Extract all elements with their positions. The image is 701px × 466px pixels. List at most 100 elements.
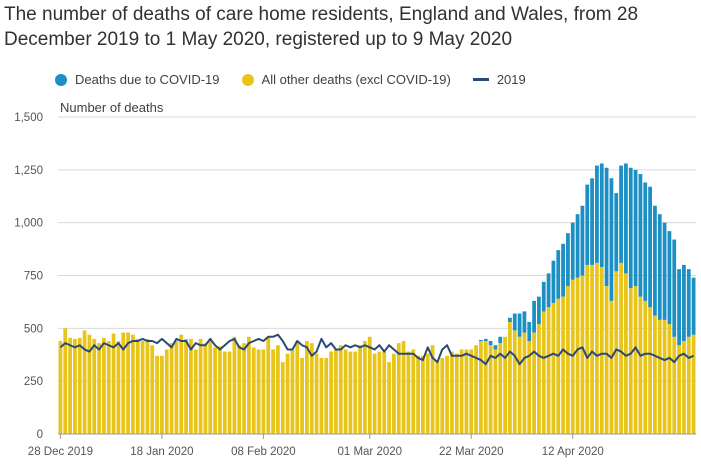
bar-other-deaths[interactable] bbox=[459, 349, 464, 434]
bar-other-deaths[interactable] bbox=[256, 349, 261, 434]
bar-other-deaths[interactable] bbox=[285, 353, 290, 434]
bar-other-deaths[interactable] bbox=[551, 302, 556, 434]
bar-other-deaths[interactable] bbox=[189, 338, 193, 434]
bar-covid-deaths[interactable] bbox=[546, 273, 551, 308]
bar-covid-deaths[interactable] bbox=[686, 269, 691, 337]
bar-other-deaths[interactable] bbox=[638, 296, 643, 434]
bar-covid-deaths[interactable] bbox=[517, 313, 522, 337]
bar-covid-deaths[interactable] bbox=[599, 163, 604, 268]
bar-other-deaths[interactable] bbox=[135, 338, 140, 434]
bar-covid-deaths[interactable] bbox=[662, 222, 667, 320]
bar-other-deaths[interactable] bbox=[604, 286, 609, 434]
bar-other-deaths[interactable] bbox=[87, 334, 92, 434]
bar-other-deaths[interactable] bbox=[295, 341, 300, 434]
bar-other-deaths[interactable] bbox=[155, 355, 159, 434]
bar-other-deaths[interactable] bbox=[198, 338, 203, 434]
bar-covid-deaths[interactable] bbox=[483, 338, 488, 342]
bar-covid-deaths[interactable] bbox=[556, 250, 561, 299]
bar-covid-deaths[interactable] bbox=[575, 214, 580, 278]
bar-other-deaths[interactable] bbox=[532, 332, 536, 434]
bar-other-deaths[interactable] bbox=[193, 349, 198, 434]
legend-item-covid[interactable]: Deaths due to COVID-19 bbox=[55, 72, 220, 87]
bar-other-deaths[interactable] bbox=[416, 355, 420, 434]
bar-other-deaths[interactable] bbox=[435, 360, 440, 434]
bar-other-deaths[interactable] bbox=[208, 341, 213, 434]
bar-other-deaths[interactable] bbox=[160, 355, 164, 434]
bar-covid-deaths[interactable] bbox=[604, 167, 609, 287]
bar-other-deaths[interactable] bbox=[411, 349, 416, 434]
bar-other-deaths[interactable] bbox=[150, 345, 155, 434]
bar-other-deaths[interactable] bbox=[358, 345, 362, 434]
bar-covid-deaths[interactable] bbox=[643, 182, 648, 301]
bar-other-deaths[interactable] bbox=[570, 279, 575, 434]
bar-covid-deaths[interactable] bbox=[677, 269, 681, 346]
bar-covid-deaths[interactable] bbox=[672, 239, 677, 337]
bar-covid-deaths[interactable] bbox=[585, 184, 590, 265]
bar-covid-deaths[interactable] bbox=[609, 178, 614, 301]
bar-other-deaths[interactable] bbox=[77, 337, 82, 434]
bar-other-deaths[interactable] bbox=[82, 330, 87, 434]
bar-other-deaths[interactable] bbox=[672, 336, 677, 434]
bar-other-deaths[interactable] bbox=[479, 341, 483, 434]
bar-other-deaths[interactable] bbox=[106, 341, 111, 434]
bar-other-deaths[interactable] bbox=[614, 271, 619, 434]
bar-other-deaths[interactable] bbox=[517, 336, 522, 434]
bar-other-deaths[interactable] bbox=[421, 355, 425, 434]
bar-other-deaths[interactable] bbox=[68, 337, 72, 434]
bar-other-deaths[interactable] bbox=[280, 362, 285, 434]
bar-other-deaths[interactable] bbox=[406, 351, 411, 434]
bar-other-deaths[interactable] bbox=[174, 341, 179, 434]
bar-other-deaths[interactable] bbox=[334, 349, 338, 434]
bar-other-deaths[interactable] bbox=[290, 349, 295, 434]
bar-other-deaths[interactable] bbox=[599, 267, 604, 434]
bar-other-deaths[interactable] bbox=[63, 328, 68, 434]
bar-covid-deaths[interactable] bbox=[648, 186, 652, 308]
bar-other-deaths[interactable] bbox=[464, 349, 469, 434]
bar-other-deaths[interactable] bbox=[213, 347, 217, 434]
bar-other-deaths[interactable] bbox=[691, 334, 696, 434]
bar-other-deaths[interactable] bbox=[454, 353, 459, 434]
bar-other-deaths[interactable] bbox=[488, 345, 493, 434]
bar-covid-deaths[interactable] bbox=[570, 222, 575, 280]
bar-other-deaths[interactable] bbox=[392, 353, 396, 434]
bar-other-deaths[interactable] bbox=[483, 341, 488, 434]
bar-covid-deaths[interactable] bbox=[493, 345, 498, 350]
bar-other-deaths[interactable] bbox=[425, 353, 430, 434]
bar-other-deaths[interactable] bbox=[450, 351, 454, 434]
bar-other-deaths[interactable] bbox=[575, 277, 580, 434]
bar-other-deaths[interactable] bbox=[73, 338, 77, 434]
bar-covid-deaths[interactable] bbox=[522, 311, 527, 333]
bar-covid-deaths[interactable] bbox=[667, 231, 672, 325]
bar-other-deaths[interactable] bbox=[498, 343, 503, 434]
bar-other-deaths[interactable] bbox=[102, 337, 106, 434]
bar-other-deaths[interactable] bbox=[237, 345, 242, 434]
bar-other-deaths[interactable] bbox=[116, 341, 121, 434]
bar-other-deaths[interactable] bbox=[493, 349, 498, 434]
bar-other-deaths[interactable] bbox=[474, 345, 478, 434]
bar-other-deaths[interactable] bbox=[580, 275, 585, 435]
bar-covid-deaths[interactable] bbox=[479, 339, 483, 342]
bar-other-deaths[interactable] bbox=[382, 351, 387, 434]
bar-other-deaths[interactable] bbox=[218, 346, 222, 434]
bar-covid-deaths[interactable] bbox=[619, 165, 623, 263]
bar-other-deaths[interactable] bbox=[324, 357, 329, 434]
series-line-2019[interactable] bbox=[59, 333, 694, 366]
bar-other-deaths[interactable] bbox=[609, 300, 614, 434]
bar-covid-deaths[interactable] bbox=[590, 178, 594, 265]
bar-other-deaths[interactable] bbox=[503, 336, 507, 434]
bar-other-deaths[interactable] bbox=[445, 355, 449, 434]
bar-other-deaths[interactable] bbox=[686, 336, 691, 434]
bar-other-deaths[interactable] bbox=[372, 353, 377, 434]
bar-other-deaths[interactable] bbox=[251, 347, 256, 434]
bar-other-deaths[interactable] bbox=[145, 338, 150, 434]
bar-other-deaths[interactable] bbox=[203, 343, 208, 434]
bar-covid-deaths[interactable] bbox=[691, 277, 696, 335]
bar-covid-deaths[interactable] bbox=[580, 205, 585, 276]
bar-other-deaths[interactable] bbox=[179, 334, 184, 434]
bar-other-deaths[interactable] bbox=[319, 357, 324, 434]
bar-covid-deaths[interactable] bbox=[537, 296, 541, 325]
bar-covid-deaths[interactable] bbox=[628, 167, 633, 289]
bar-other-deaths[interactable] bbox=[512, 330, 517, 434]
bar-other-deaths[interactable] bbox=[367, 336, 372, 434]
bar-covid-deaths[interactable] bbox=[488, 341, 493, 346]
